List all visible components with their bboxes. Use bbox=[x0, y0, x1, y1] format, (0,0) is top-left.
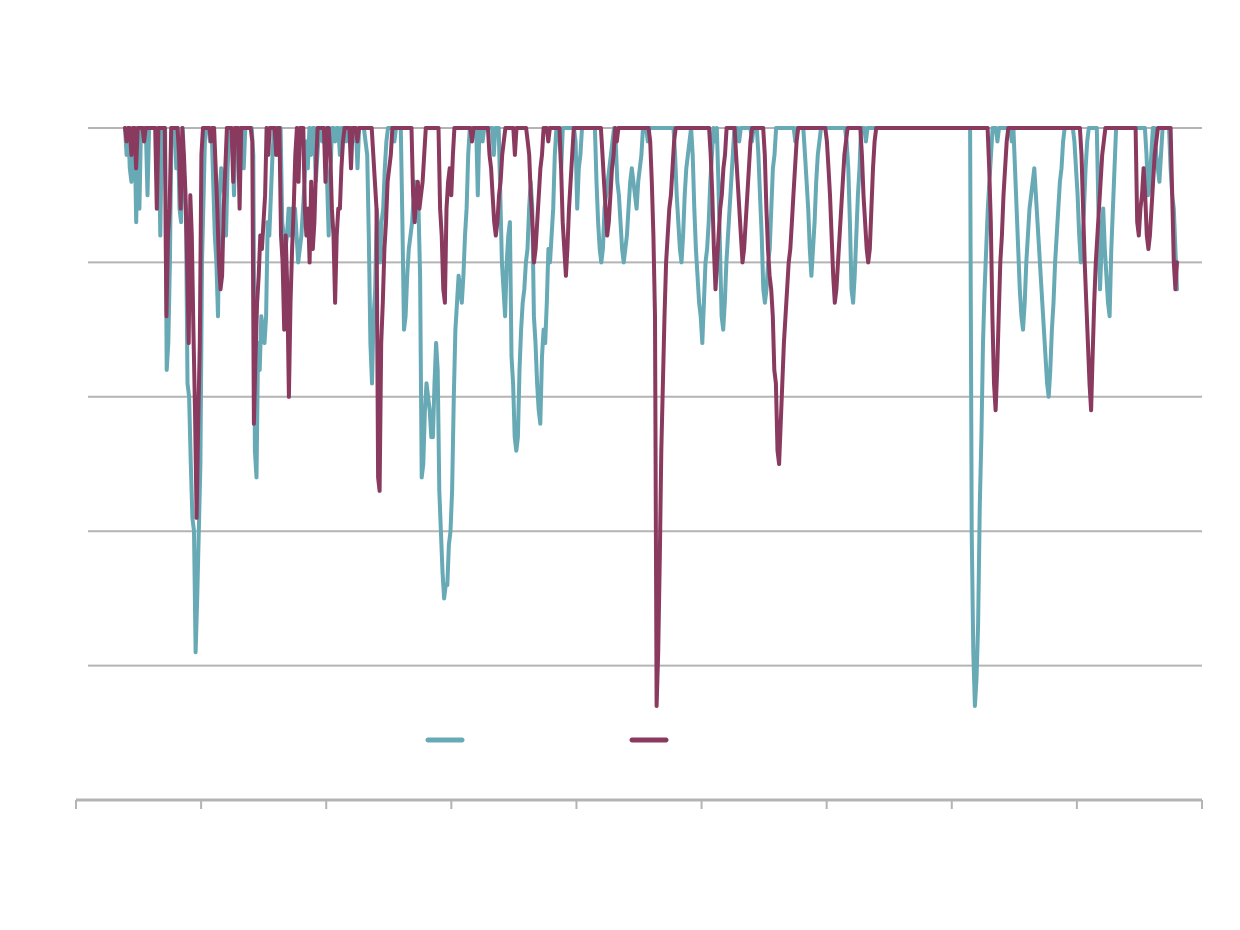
series-line-maroon bbox=[123, 126, 1179, 708]
series-lines bbox=[123, 126, 1179, 708]
x-axis bbox=[75, 798, 1203, 809]
series-line-teal bbox=[123, 126, 1179, 708]
